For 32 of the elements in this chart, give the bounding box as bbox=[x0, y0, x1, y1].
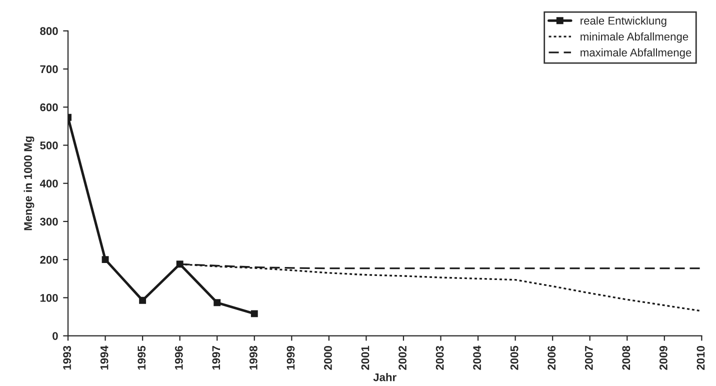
x-tick-label: 2007 bbox=[584, 346, 593, 370]
x-axis-title: Jahr bbox=[373, 373, 396, 382]
x-tick-label: 1995 bbox=[138, 346, 146, 370]
x-tick-label: 2001 bbox=[361, 346, 370, 370]
legend-label: maximale Abfallmenge bbox=[580, 48, 692, 59]
y-tick-label: 600 bbox=[40, 103, 58, 112]
x-tick-label: 1993 bbox=[63, 346, 72, 370]
x-tick-label: 2002 bbox=[398, 346, 406, 370]
x-tick-label: 1999 bbox=[286, 346, 295, 370]
x-tick-label: 2010 bbox=[696, 346, 705, 370]
y-tick-label: 0 bbox=[52, 332, 58, 340]
x-tick-label: 2008 bbox=[622, 346, 630, 370]
x-tick-label: 2005 bbox=[510, 346, 518, 370]
y-tick-label: 800 bbox=[40, 27, 58, 36]
x-tick-label: 1997 bbox=[212, 346, 220, 370]
y-tick-label: 100 bbox=[40, 294, 58, 302]
y-axis-title: Menge in 1000 Mg bbox=[24, 136, 34, 230]
y-tick-label: 500 bbox=[40, 142, 58, 150]
x-tick-label: 2006 bbox=[548, 346, 556, 370]
y-tick-label: 700 bbox=[40, 65, 58, 74]
legend-label: minimale Abfallmenge bbox=[580, 32, 688, 43]
y-tick-label: 300 bbox=[40, 218, 58, 226]
x-tick-label: 2009 bbox=[660, 346, 668, 370]
x-tick-label: 2003 bbox=[436, 346, 444, 370]
x-tick-label: 1994 bbox=[100, 346, 108, 370]
x-tick-label: 2004 bbox=[473, 346, 482, 370]
x-tick-label: 1996 bbox=[174, 346, 183, 370]
legend-label: reale Entwicklung bbox=[580, 16, 666, 27]
x-tick-label: 1998 bbox=[250, 346, 258, 370]
y-tick-label: 200 bbox=[40, 256, 58, 264]
x-tick-label: 2000 bbox=[324, 346, 332, 370]
y-tick-label: 400 bbox=[40, 180, 58, 188]
